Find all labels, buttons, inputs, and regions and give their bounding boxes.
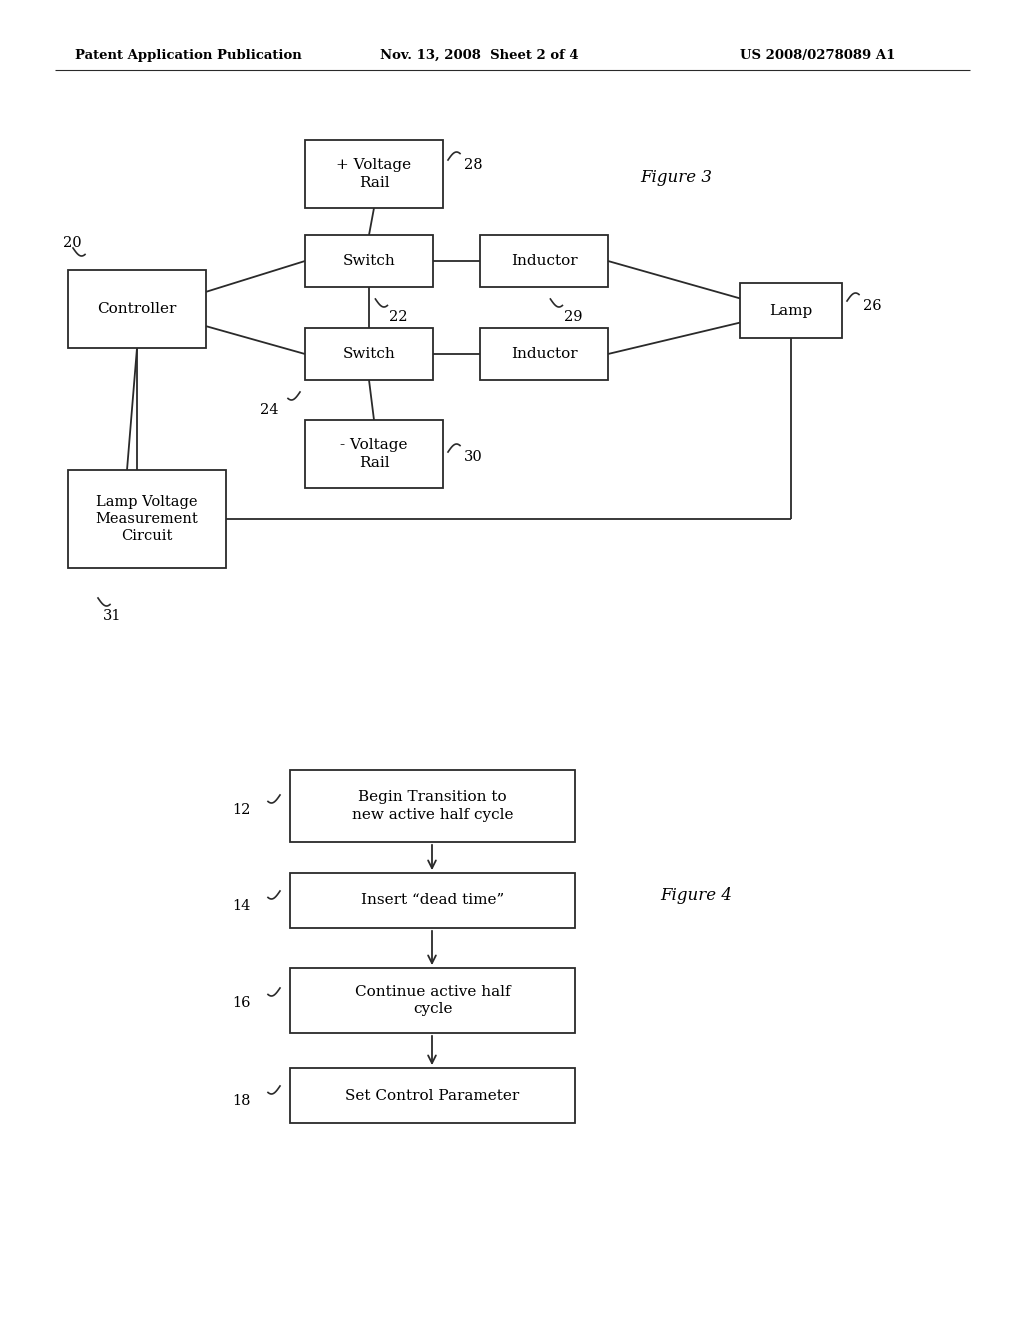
Text: Controller: Controller <box>97 302 177 315</box>
Bar <box>480 327 608 380</box>
Bar <box>305 327 433 380</box>
Bar <box>290 770 575 842</box>
Bar <box>290 873 575 928</box>
Text: 28: 28 <box>464 158 482 172</box>
Text: - Voltage
Rail: - Voltage Rail <box>340 438 408 470</box>
Text: Patent Application Publication: Patent Application Publication <box>75 49 302 62</box>
Text: Switch: Switch <box>343 347 395 360</box>
Text: 31: 31 <box>103 609 122 623</box>
Text: 22: 22 <box>389 310 408 323</box>
Text: Insert “dead time”: Insert “dead time” <box>360 894 504 908</box>
Text: Set Control Parameter: Set Control Parameter <box>345 1089 519 1102</box>
Bar <box>305 235 433 286</box>
Text: Inductor: Inductor <box>511 253 578 268</box>
Bar <box>290 1068 575 1123</box>
Text: Begin Transition to
new active half cycle: Begin Transition to new active half cycl… <box>352 791 513 821</box>
Bar <box>305 420 443 488</box>
Text: 29: 29 <box>564 310 583 323</box>
Text: Inductor: Inductor <box>511 347 578 360</box>
Text: + Voltage
Rail: + Voltage Rail <box>337 158 412 190</box>
Text: 14: 14 <box>232 899 251 913</box>
Bar <box>305 140 443 209</box>
Text: US 2008/0278089 A1: US 2008/0278089 A1 <box>740 49 895 62</box>
Bar <box>740 282 842 338</box>
Text: 30: 30 <box>464 450 482 465</box>
Bar <box>480 235 608 286</box>
Bar <box>68 271 206 348</box>
Text: 12: 12 <box>232 803 251 817</box>
Text: 18: 18 <box>232 1094 251 1107</box>
Text: Lamp Voltage
Measurement
Circuit: Lamp Voltage Measurement Circuit <box>95 495 199 544</box>
Text: Nov. 13, 2008  Sheet 2 of 4: Nov. 13, 2008 Sheet 2 of 4 <box>380 49 579 62</box>
Text: 24: 24 <box>260 403 279 417</box>
Text: 20: 20 <box>63 236 82 249</box>
Text: Continue active half
cycle: Continue active half cycle <box>354 985 510 1016</box>
Text: Figure 4: Figure 4 <box>660 887 732 903</box>
Bar <box>68 470 226 568</box>
Bar <box>290 968 575 1034</box>
Text: Figure 3: Figure 3 <box>640 169 712 186</box>
Text: Lamp: Lamp <box>769 304 813 318</box>
Text: Switch: Switch <box>343 253 395 268</box>
Text: 16: 16 <box>232 997 251 1010</box>
Text: 26: 26 <box>863 300 882 313</box>
